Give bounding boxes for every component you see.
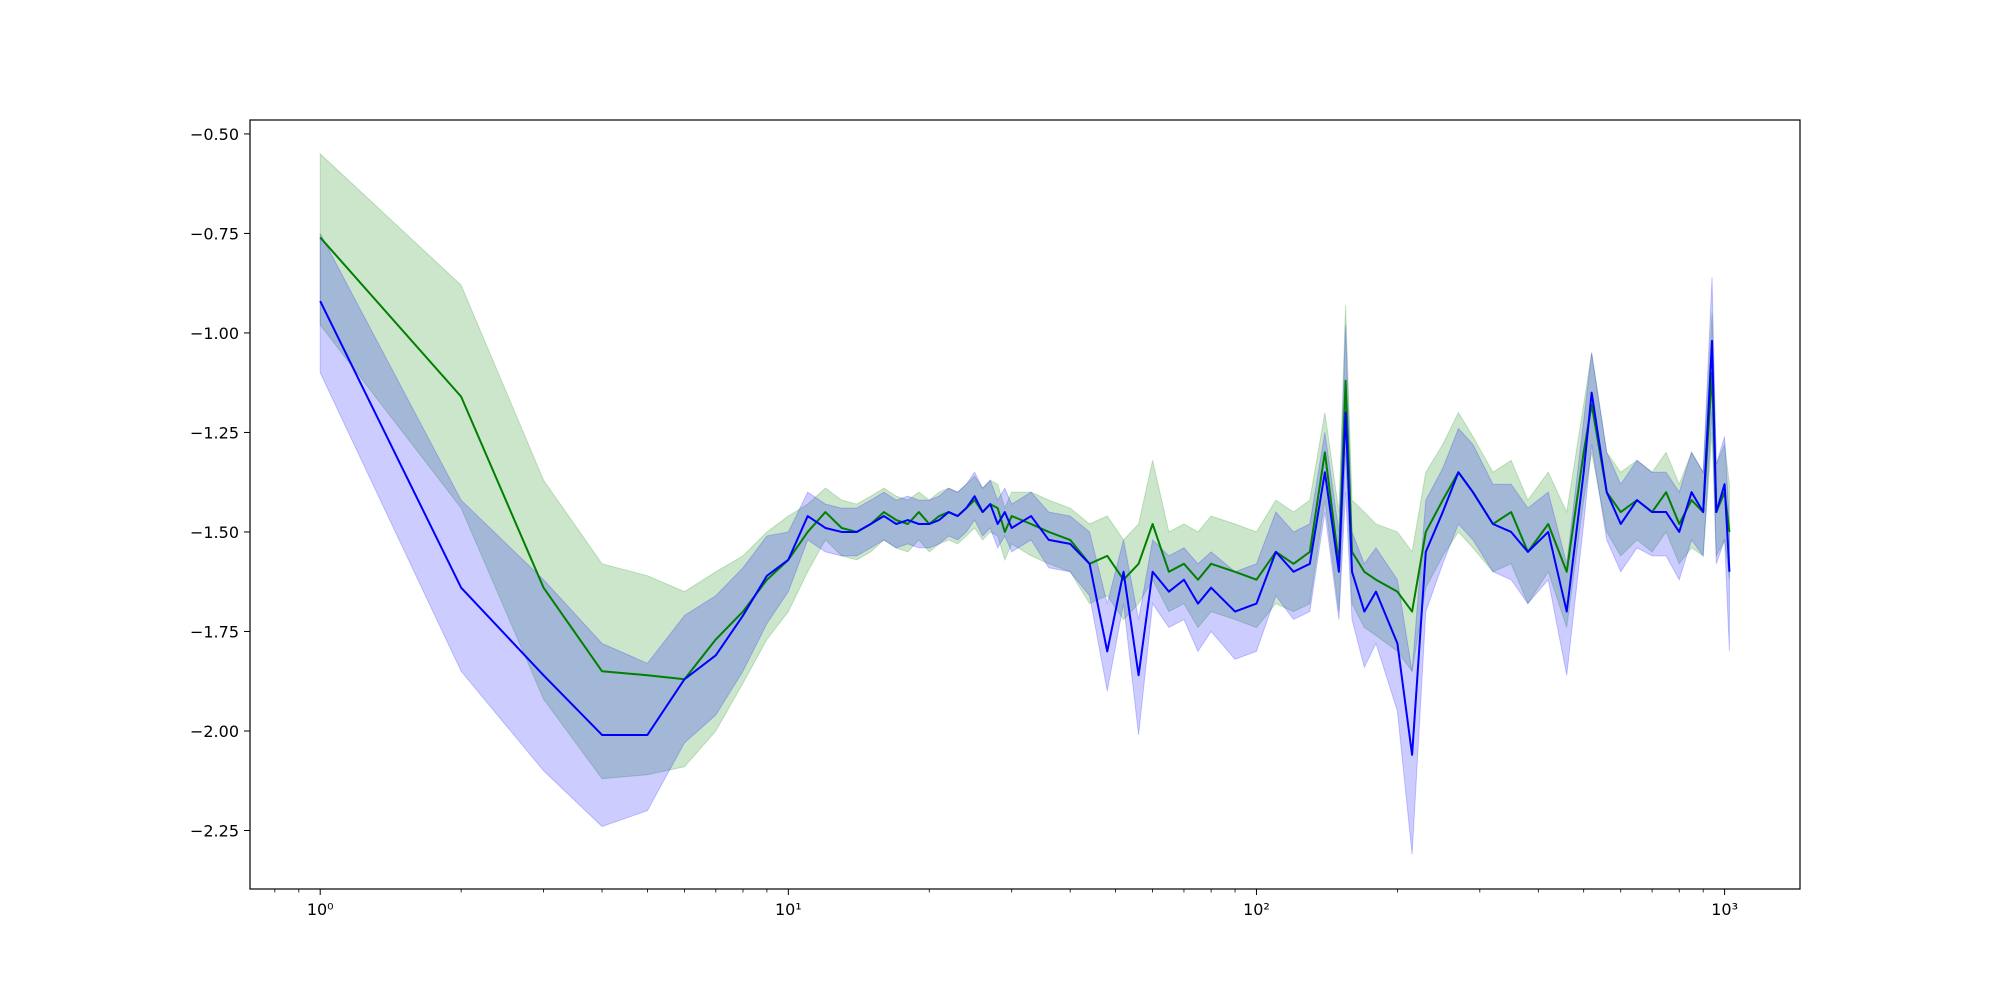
y-tick-label: −2.00	[190, 722, 239, 741]
y-tick-label: −1.25	[190, 423, 239, 442]
line	[319, 300, 1731, 756]
y-tick-label: −1.00	[190, 324, 239, 343]
band	[319, 152, 1730, 780]
y-tick-label: −0.75	[190, 224, 239, 243]
y-tick-label: −2.25	[190, 821, 239, 840]
x-tick-label: 10¹	[775, 900, 802, 919]
x-tick-label: 10⁰	[307, 900, 334, 919]
x-tick-label: 10²	[1243, 900, 1270, 919]
y-tick-label: −0.50	[190, 125, 239, 144]
x-tick-label: 10³	[1711, 900, 1738, 919]
y-tick-label: −1.50	[190, 523, 239, 542]
plot-area	[319, 152, 1731, 855]
y-tick-label: −1.75	[190, 622, 239, 641]
axes-frame	[249, 119, 1801, 890]
